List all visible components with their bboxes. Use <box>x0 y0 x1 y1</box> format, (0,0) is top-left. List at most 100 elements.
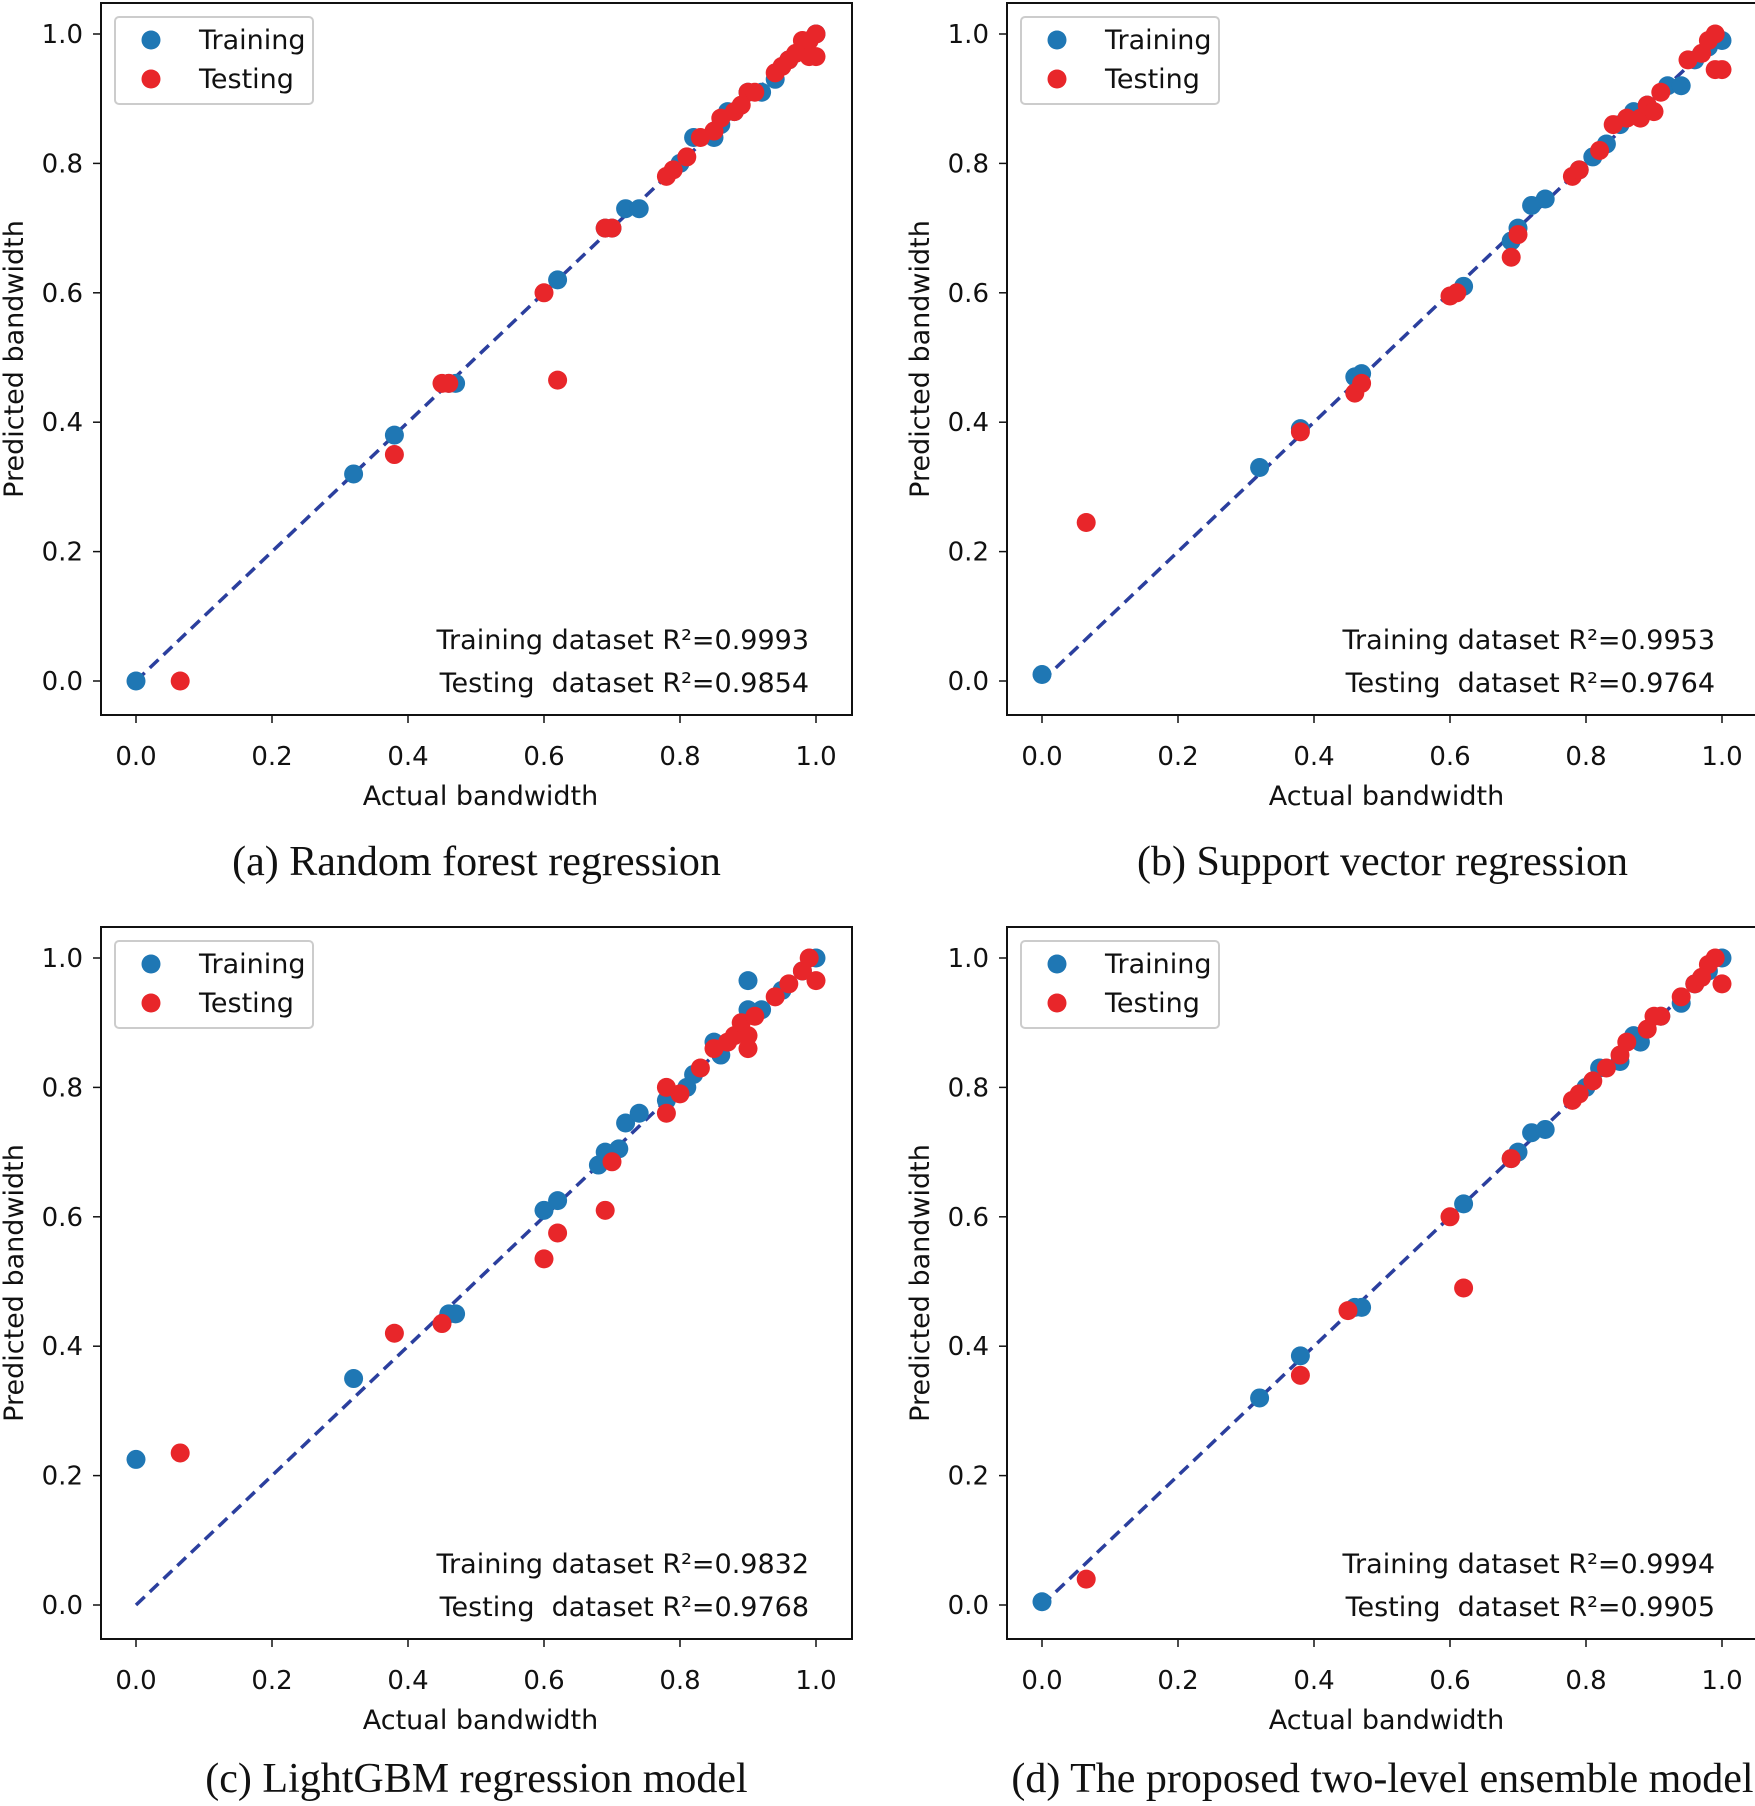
legend-box <box>1020 16 1220 105</box>
y-tick-label: 1.0 <box>948 944 989 974</box>
legend-box <box>1020 940 1220 1029</box>
testing-point <box>1352 373 1372 393</box>
chart-panel-c: 0.0 0.2 0.4 0.6 0.8 1.0 0.0 0.2 0.4 0.6 0.8 1.0 Actu… <box>0 926 853 1736</box>
training-point <box>1032 665 1052 685</box>
x-tick-label: 0.6 <box>1429 742 1470 772</box>
y-tick-label: 0.8 <box>42 1073 83 1103</box>
x-tick-label: 0.2 <box>251 742 292 772</box>
x-tick-label: 0.2 <box>1157 1666 1198 1696</box>
training-point <box>126 1449 146 1469</box>
legend-marker-testing <box>1047 993 1067 1013</box>
training-point <box>344 1369 364 1389</box>
legend-marker-training <box>1047 30 1067 50</box>
testing-point <box>384 1323 404 1343</box>
x-tick-label: 0.8 <box>659 1666 700 1696</box>
panel-caption: (b) Support vector regression <box>1137 839 1628 885</box>
x-axis-label: Actual bandwidth <box>363 1705 599 1736</box>
r2-annotation: Training dataset R²=0.9953 <box>1342 625 1715 656</box>
testing-point <box>1705 948 1725 968</box>
y-axis-label: Predicted bandwidth <box>905 220 936 498</box>
training-point <box>384 425 404 445</box>
testing-point <box>765 987 785 1007</box>
x-tick-label: 0.4 <box>1293 1666 1334 1696</box>
y-tick-label: 0.0 <box>948 667 989 697</box>
y-tick-label: 0.2 <box>948 538 989 568</box>
training-point <box>344 464 364 484</box>
chart-panel-b: 0.0 0.2 0.4 0.6 0.8 1.0 0.0 0.2 0.4 0.6 0.8 1.0 Actu… <box>905 2 1755 812</box>
y-axis-label: Predicted bandwidth <box>905 1144 936 1422</box>
x-tick-label: 0.4 <box>387 1666 428 1696</box>
legend-marker-training <box>141 954 161 974</box>
testing-point <box>670 1084 690 1104</box>
r2-annotation: Testing dataset R²=0.9854 <box>439 668 809 699</box>
legend: Training Testing <box>1020 16 1220 105</box>
training-point <box>629 1103 649 1123</box>
x-tick-label: 0.8 <box>1565 1666 1606 1696</box>
y-tick-label: 0.6 <box>948 279 989 309</box>
legend-label-training: Training <box>1104 25 1212 56</box>
panel-caption: (a) Random forest regression <box>232 839 721 885</box>
r2-annotation: Testing dataset R²=0.9764 <box>1345 668 1715 699</box>
testing-point <box>1569 160 1589 180</box>
legend-marker-testing <box>141 69 161 89</box>
testing-point <box>1644 102 1664 122</box>
legend-label-testing: Testing <box>198 988 294 1019</box>
testing-point <box>663 160 683 180</box>
testing-point <box>1651 82 1671 102</box>
y-tick-label: 0.4 <box>42 408 83 438</box>
testing-point <box>595 1200 615 1220</box>
testing-point <box>656 1103 676 1123</box>
x-tick-label: 0.0 <box>1021 742 1062 772</box>
testing-point <box>677 147 697 167</box>
legend-marker-testing <box>1047 69 1067 89</box>
testing-point <box>779 974 799 994</box>
y-axis-label: Predicted bandwidth <box>0 1144 30 1422</box>
training-point <box>1535 1119 1555 1139</box>
axes-frame <box>1006 2 1755 716</box>
training-point <box>548 1191 568 1211</box>
testing-point <box>534 1249 554 1269</box>
x-tick-label: 0.2 <box>251 1666 292 1696</box>
legend-marker-training <box>141 30 161 50</box>
testing-point <box>799 948 819 968</box>
training-point <box>616 1113 636 1133</box>
legend-label-training: Training <box>198 949 306 980</box>
training-point <box>1032 1592 1052 1612</box>
x-axis-label: Actual bandwidth <box>1269 781 1505 812</box>
y-tick-label: 0.2 <box>948 1462 989 1492</box>
chart-panel-d: 0.0 0.2 0.4 0.6 0.8 1.0 0.0 0.2 0.4 0.6 0.8 1.0 Actu… <box>905 926 1755 1736</box>
testing-point <box>745 82 765 102</box>
training-point <box>446 1304 466 1324</box>
x-tick-label: 1.0 <box>1701 1666 1742 1696</box>
x-tick-label: 0.0 <box>1021 1666 1062 1696</box>
training-point <box>1250 457 1270 477</box>
training-point <box>616 199 636 219</box>
training-point <box>738 971 758 991</box>
panel-caption: (d) The proposed two-level ensemble mode… <box>1011 1756 1753 1802</box>
testing-point <box>602 218 622 238</box>
y-tick-label: 0.4 <box>948 1332 989 1362</box>
testing-point <box>548 370 568 390</box>
legend-label-training: Training <box>1104 949 1212 980</box>
panel-caption: (c) LightGBM regression model <box>205 1756 747 1802</box>
testing-point <box>806 24 826 44</box>
training-point <box>548 270 568 290</box>
legend: Training Testing <box>114 16 314 105</box>
testing-point <box>1671 987 1691 1007</box>
testing-point <box>1440 1207 1460 1227</box>
legend-label-testing: Testing <box>1104 64 1200 95</box>
testing-point <box>1596 1058 1616 1078</box>
testing-point <box>548 1223 568 1243</box>
x-tick-label: 0.0 <box>115 742 156 772</box>
y-tick-label: 0.2 <box>42 1462 83 1492</box>
axes-frame <box>100 926 853 1640</box>
training-point <box>126 671 146 691</box>
testing-point <box>745 1006 765 1026</box>
axes-frame <box>100 2 853 716</box>
testing-point <box>1454 1278 1474 1298</box>
legend-marker-training <box>1047 954 1067 974</box>
x-tick-label: 0.6 <box>523 1666 564 1696</box>
x-tick-label: 0.4 <box>1293 742 1334 772</box>
testing-point <box>170 1443 190 1463</box>
r2-annotation: Training dataset R²=0.9994 <box>1342 1549 1715 1580</box>
